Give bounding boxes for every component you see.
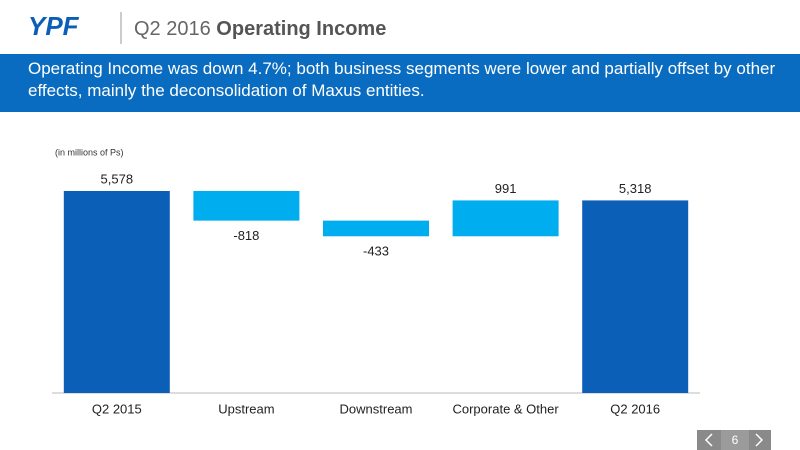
slide-title: Q2 2016 Operating Income [134,18,386,40]
page-box [721,430,749,450]
banner-text: Operating Income was down 4.7%; both bus… [28,59,776,100]
x-tick-label: Corporate & Other [452,401,559,416]
page-number: 6 [732,433,739,447]
change-bar [452,200,559,237]
value-label: 991 [495,181,517,196]
logo: YPF [28,11,80,41]
title-bold: Operating Income [216,18,386,40]
change-bar [193,191,300,221]
pager: 6 [697,430,771,450]
x-tick-label: Q2 2015 [92,401,142,416]
x-tick-label: Downstream [340,401,413,416]
pager-bg [697,430,771,450]
next-button[interactable] [755,433,764,447]
value-label: 5,318 [619,181,652,196]
banner [0,54,800,112]
unit-note: (in millions of Ps) [55,147,124,157]
value-label: 5,578 [101,171,134,186]
value-label: -818 [233,228,259,243]
x-tick-label: Q2 2016 [610,401,660,416]
total-bar [63,191,170,393]
total-bar [582,200,689,393]
title-prefix: Q2 2016 [134,18,211,40]
value-label: -433 [363,244,389,259]
prev-button[interactable] [704,433,713,447]
x-tick-label: Upstream [218,401,274,416]
change-bar [323,220,429,237]
banner-box: Operating Income was down 4.7%; both bus… [28,59,776,100]
